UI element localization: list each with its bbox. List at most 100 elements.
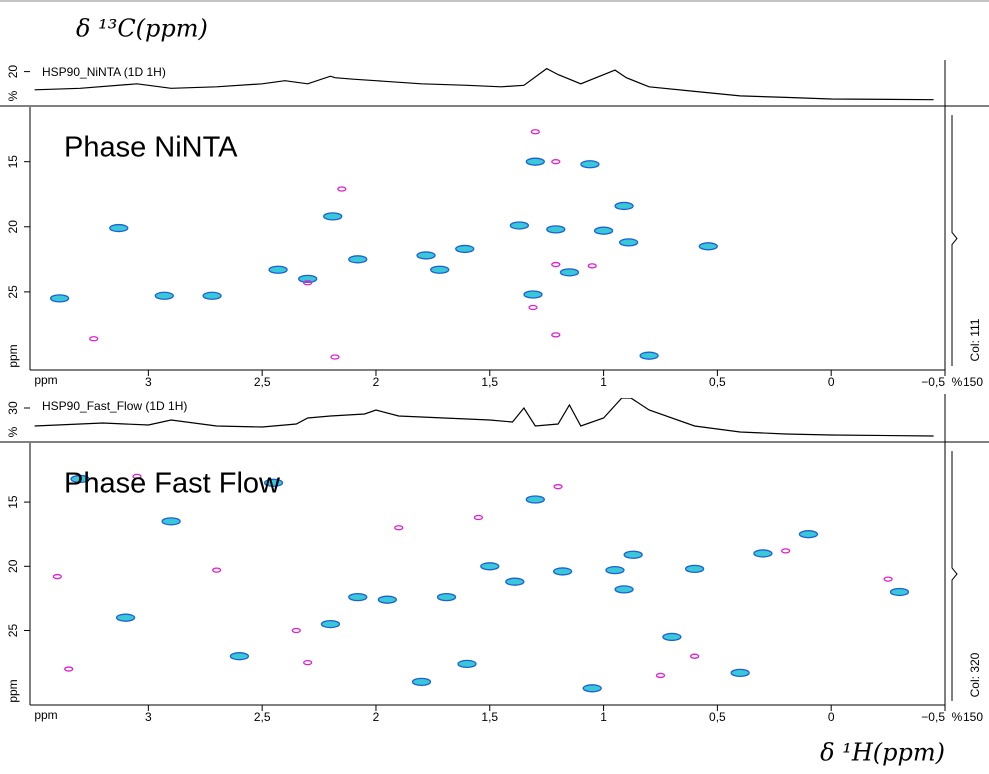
vertical-projection [951,451,958,701]
peak [559,268,580,277]
x-tick-label: 2 [373,375,380,389]
peak [509,221,530,230]
peak [587,263,597,269]
peak [52,573,62,580]
peak [618,238,639,247]
peak [348,255,368,264]
x-axis-label: ppm [34,708,57,722]
peak [546,225,566,234]
y-axis-label: ppm [6,344,20,367]
peak [115,613,136,622]
peak [655,672,666,679]
peak [530,129,540,135]
peak [662,632,682,642]
x-tick-label: 3 [145,710,152,724]
peak [337,186,347,192]
peak [883,576,893,582]
right-tick-label: 150 [963,375,983,389]
spectrum-label: HSP90_NiNTA (1D 1H) [42,65,166,79]
peak [553,484,563,490]
peak [698,242,718,251]
peak [202,291,222,300]
panel-title: Phase Fast Flow [64,468,281,500]
peak [436,592,457,602]
peak [505,577,525,586]
x-tick-label: 3 [145,375,152,389]
peak [593,226,614,235]
peak [320,619,341,629]
projection-tick-label: 30 [6,401,20,415]
right-unit: % [952,375,963,389]
panel-title: Phase NiNTA [64,132,238,164]
column-label: Col: 111 [968,318,982,361]
peak [480,562,500,571]
right-tick-label: 150 [963,710,983,724]
y-tick-label: 25 [6,624,20,638]
x-tick-label: 0,5 [709,375,726,389]
peak [323,212,343,221]
peak [377,595,398,604]
peak [211,567,222,573]
peak [781,548,791,554]
peak [623,550,643,559]
peak [303,659,313,666]
peak [64,666,74,672]
peak [614,201,634,211]
peak [614,585,634,594]
peak [753,549,773,558]
x-tick-label: 0 [828,710,835,724]
peak [523,290,543,299]
x-tick-label: −0,5 [921,710,945,724]
peak [798,530,819,539]
peak [730,668,750,678]
peak [552,567,573,576]
peak [416,251,436,260]
peak [161,517,181,526]
peak [132,473,142,480]
peak [639,351,659,360]
projection-unit: % [6,90,20,101]
peak [580,160,600,169]
peak [551,261,561,268]
peak [889,587,910,597]
peak [528,304,538,311]
peak [689,653,700,659]
peak [263,478,284,487]
right-unit: % [952,710,963,724]
y-tick-label: 25 [6,285,20,299]
peak [298,274,318,284]
peak [291,627,301,634]
x-axis-title: δ ¹H(ppm) [820,739,945,767]
x-tick-label: 0 [828,375,835,389]
peak [394,525,404,531]
x-tick-label: 1,5 [481,710,498,724]
projection-trace [34,398,934,437]
peak [229,652,250,661]
y-axis-label: ppm [6,679,20,702]
peak [605,565,625,575]
y-tick-label: 15 [6,155,20,169]
projection-tick-label: 20 [6,65,20,79]
peak [525,157,545,166]
peak [455,244,475,254]
y-axis-title: δ ¹³C(ppm) [76,15,208,43]
peak [154,291,174,300]
peak [473,514,484,521]
peak [582,684,602,693]
peak [49,294,70,303]
spectrum-label: HSP90_Fast_Flow (1D 1H) [42,399,187,413]
peak [109,223,129,233]
peak [411,677,432,687]
peak [268,265,288,274]
peak [684,564,705,574]
peak [551,332,561,338]
peak [430,265,450,274]
x-tick-label: −0,5 [921,375,945,389]
y-tick-label: 20 [6,559,20,573]
projection-trace [34,67,934,101]
x-axis-label: ppm [34,373,57,387]
projection-unit: % [6,426,20,437]
peak [525,495,545,504]
x-tick-label: 2 [373,710,380,724]
